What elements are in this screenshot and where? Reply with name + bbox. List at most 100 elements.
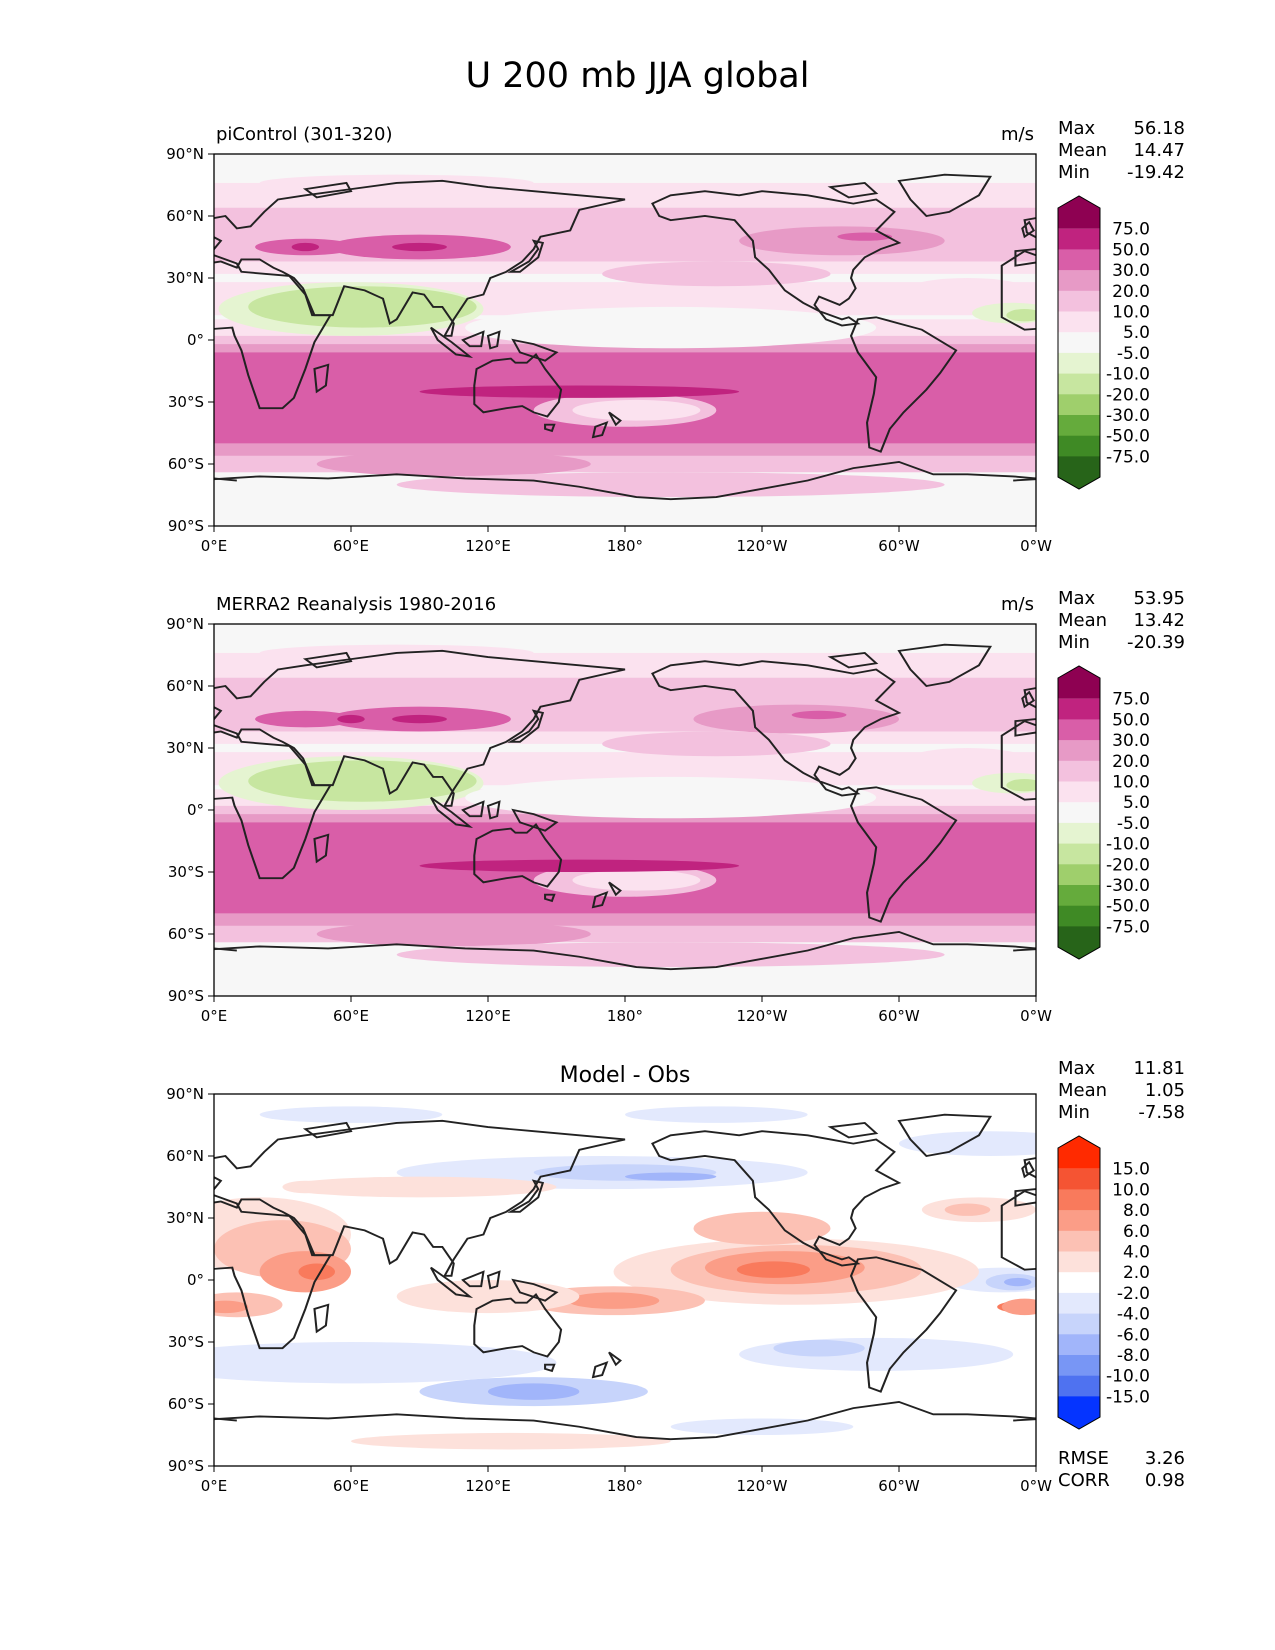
colorbar-level: -30.0 [1106,876,1150,896]
lon-tick-label: 180° [607,537,643,555]
stat-label: Max [1058,1058,1096,1079]
stat-label: Max [1058,588,1096,609]
colorbar-swatch [1058,802,1100,824]
map-panel-3: Model - Obs 90°N 60°N 30°N 0° 30°S 60°S 90°S 0°E… [166,1058,1185,1495]
asia-red-band [282,1176,557,1198]
colorbar-swatch [1058,228,1100,250]
nh-jet-atlantic [693,704,899,734]
metric-value: 3.26 [1145,1448,1185,1469]
colorbar-level: -50.0 [1106,897,1150,917]
equatorial-atlantic-blue-core [1004,1277,1032,1287]
colorbar: 75.050.030.020.010.05.0-5.0-10.0-20.0-30… [1057,195,1150,490]
contour-field [214,1094,1036,1466]
lat-tick-label: 60°S [168,455,204,473]
lat-tick-label: 90°N [166,1085,204,1103]
colorbar-swatch [1058,270,1100,292]
colorbar-swatch [1058,332,1100,354]
colorbar-swatch [1058,1334,1100,1356]
colorbar-level: 2.0 [1123,1263,1150,1283]
stat-label: Min [1058,1102,1090,1123]
north-pacific-subtropic [602,731,831,757]
south-pacific-min [572,399,701,421]
stat-value: 56.18 [1133,118,1185,139]
atlantic-subtropic [910,748,1025,769]
stat-value: -20.39 [1127,632,1185,653]
central-pacific-neutral [465,776,877,819]
colorbar-outline [1057,665,1101,960]
stat-label: Mean [1058,140,1107,161]
colorbar-swatch [1058,311,1100,333]
australia-red [396,1280,580,1314]
colorbar-level: -75.0 [1106,917,1150,937]
colorbar-swatch [1058,1272,1100,1294]
south-pacific-min [572,869,701,891]
north-pacific-blue-max [625,1172,717,1181]
colorbar-level: -5.0 [1117,814,1150,834]
arctic-neutral [214,154,1036,179]
colorbar-swatch [1058,698,1100,720]
colorbar-swatch [1058,352,1100,375]
metric-label: CORR [1058,1470,1110,1491]
colorbar-swatch [1058,781,1100,803]
lon-tick-label: 60°W [878,1007,920,1025]
sh-jet-south-lobe [316,921,591,947]
lon-tick-label: 60°W [878,537,920,555]
lat-tick-label: 60°N [166,1147,204,1165]
colorbar-level: -75.0 [1106,447,1150,467]
lat-tick-label: 30°N [166,269,204,287]
colorbar-level: 10.0 [1112,303,1150,323]
colorbar-min-extend [1058,456,1100,490]
lat-tick-label: 90°N [166,145,204,163]
colorbar-swatch [1058,885,1100,907]
antarctic-blue [670,1418,854,1435]
metric-label: RMSE [1058,1448,1109,1469]
south-pacific-blue-core [773,1339,865,1357]
atlantic-red-band [1001,1298,1036,1316]
page-title: U 200 mb JJA global [465,56,810,96]
units-label: m/s [1001,594,1034,615]
lon-tick-label: 60°E [333,537,369,555]
colorbar-level: 75.0 [1112,690,1150,710]
arctic-blue [259,1106,443,1123]
arctic-blue-pacific [625,1106,808,1123]
colorbar-swatch [1058,1230,1100,1252]
units-label: m/s [1001,124,1034,145]
colorbar-level: 30.0 [1112,261,1150,281]
tropical-easterlies-core [248,760,477,802]
lat-tick-label: 90°S [168,987,204,1005]
lon-tick-label: 180° [607,1007,643,1025]
lon-tick-label: 120°W [737,1007,788,1025]
lat-tick-label: 0° [187,1271,204,1289]
lon-tick-label: 120°E [465,1007,511,1025]
lat-tick-label: 60°N [166,677,204,695]
colorbar-level: -20.0 [1106,855,1150,875]
lon-tick-label: 0°W [1020,1477,1052,1495]
nh-jet-asia-max2 [392,714,447,724]
atlantic-easterlies-core [1006,309,1036,322]
colorbar-swatch [1058,864,1100,886]
lat-tick-label: 90°S [168,517,204,535]
colorbar-level: 20.0 [1112,752,1150,772]
colorbar-level: 75.0 [1112,220,1150,240]
colorbar-swatch [1058,1292,1100,1315]
colorbar-swatch [1058,719,1100,741]
colorbar-swatch [1058,373,1100,395]
panel-title: piControl (301-320) [216,124,392,145]
stat-value: 53.95 [1133,588,1185,609]
east-pacific-red-core [736,1261,810,1278]
colorbar-level: -6.0 [1117,1325,1150,1345]
colorbar-swatch [1058,1313,1100,1335]
contour-field [214,624,1036,996]
stat-value: 14.47 [1133,140,1185,161]
stat-value: -19.42 [1127,162,1185,183]
arctic-neutral [214,624,1036,649]
colorbar-level: -30.0 [1106,406,1150,426]
colorbar-max-extend [1058,666,1100,699]
colorbar-level: 4.0 [1123,1243,1150,1263]
lon-tick-label: 120°E [465,537,511,555]
lat-tick-label: 30°N [166,1209,204,1227]
stat-value: 1.05 [1145,1080,1185,1101]
atlantic-red-core [944,1203,991,1216]
antarctic-margin-band [396,472,945,498]
